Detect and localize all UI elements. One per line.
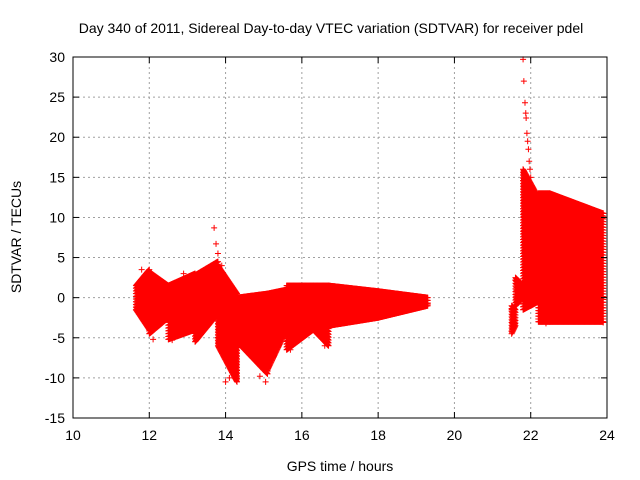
grid — [73, 57, 607, 418]
data-marks — [132, 56, 607, 385]
chart-title: Day 340 of 2011, Sidereal Day-to-day VTE… — [79, 20, 583, 36]
